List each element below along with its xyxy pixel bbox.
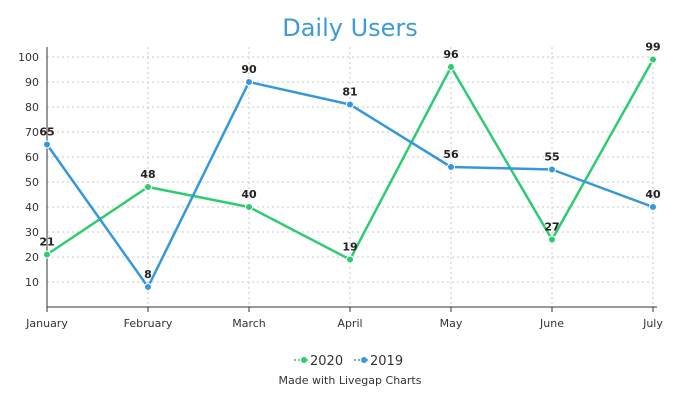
x-tick-label: March [232, 317, 266, 330]
y-tick-label: 80 [25, 101, 39, 114]
data-point-2020[interactable] [548, 235, 556, 244]
x-tick-label: May [440, 317, 463, 330]
legend[interactable]: 2020 2019 [294, 354, 403, 369]
data-point-2020[interactable] [43, 250, 51, 259]
data-point-2020[interactable] [245, 203, 253, 211]
x-tick-label: January [25, 317, 68, 330]
data-point-2019[interactable] [447, 163, 455, 171]
data-point-2019[interactable] [43, 140, 51, 149]
data-label-2019: 56 [443, 148, 459, 161]
credit-text: Made with Livegap Charts [279, 374, 422, 387]
data-label-2020: 48 [140, 168, 155, 181]
y-tick-label: 90 [25, 76, 39, 89]
data-point-2019[interactable] [649, 203, 657, 211]
data-labels: 21 48 40 19 96 27 99 65 8 90 81 56 55 40 [39, 41, 661, 282]
legend-item-2020[interactable]: 2020 [294, 354, 343, 369]
data-label-2020: 27 [544, 221, 559, 234]
legend-swatch-dot [301, 357, 307, 363]
data-point-2019[interactable] [548, 165, 556, 174]
data-point-2019[interactable] [144, 283, 152, 291]
data-label-2020: 96 [443, 48, 459, 61]
data-point-2020[interactable] [346, 255, 354, 264]
data-label-2019: 8 [144, 268, 152, 281]
data-label-2019: 81 [342, 86, 357, 99]
data-label-2019: 90 [241, 63, 257, 76]
y-tick-label: 100 [18, 51, 39, 64]
data-point-2020[interactable] [447, 63, 455, 71]
y-tick-label: 10 [25, 276, 39, 289]
y-tick-label: 50 [25, 176, 39, 189]
x-tick-label: June [539, 317, 564, 330]
data-label-2019: 55 [544, 151, 559, 164]
y-tick-label: 40 [25, 201, 39, 214]
data-point-2020[interactable] [144, 183, 152, 191]
y-tick-label: 60 [25, 151, 39, 164]
data-point-2019[interactable] [346, 100, 354, 109]
data-label-2020: 19 [342, 241, 357, 254]
data-label-2020: 99 [645, 41, 660, 54]
x-tick-label: April [337, 317, 362, 330]
data-label-2019: 65 [39, 126, 54, 139]
legend-label: 2020 [310, 354, 343, 369]
y-tick-label: 30 [25, 226, 39, 239]
legend-label: 2019 [370, 354, 403, 369]
y-tick-label: 70 [25, 126, 39, 139]
data-point-2019[interactable] [245, 78, 253, 86]
series-lines [43, 55, 657, 291]
legend-swatch-dot [361, 357, 367, 363]
legend-item-2019[interactable]: 2019 [354, 354, 403, 369]
x-tick-label: February [124, 317, 173, 330]
gridlines [47, 47, 654, 307]
data-label-2020: 40 [241, 188, 257, 201]
data-label-2019: 40 [645, 188, 661, 201]
chart-title: Daily Users [282, 14, 418, 42]
x-tick-label: July [642, 317, 663, 330]
data-point-2020[interactable] [649, 55, 657, 64]
data-label-2020: 21 [39, 236, 54, 249]
axes: 10 20 30 40 50 60 70 80 90 100 January February Marc… [18, 47, 663, 330]
y-tick-label: 20 [25, 251, 39, 264]
